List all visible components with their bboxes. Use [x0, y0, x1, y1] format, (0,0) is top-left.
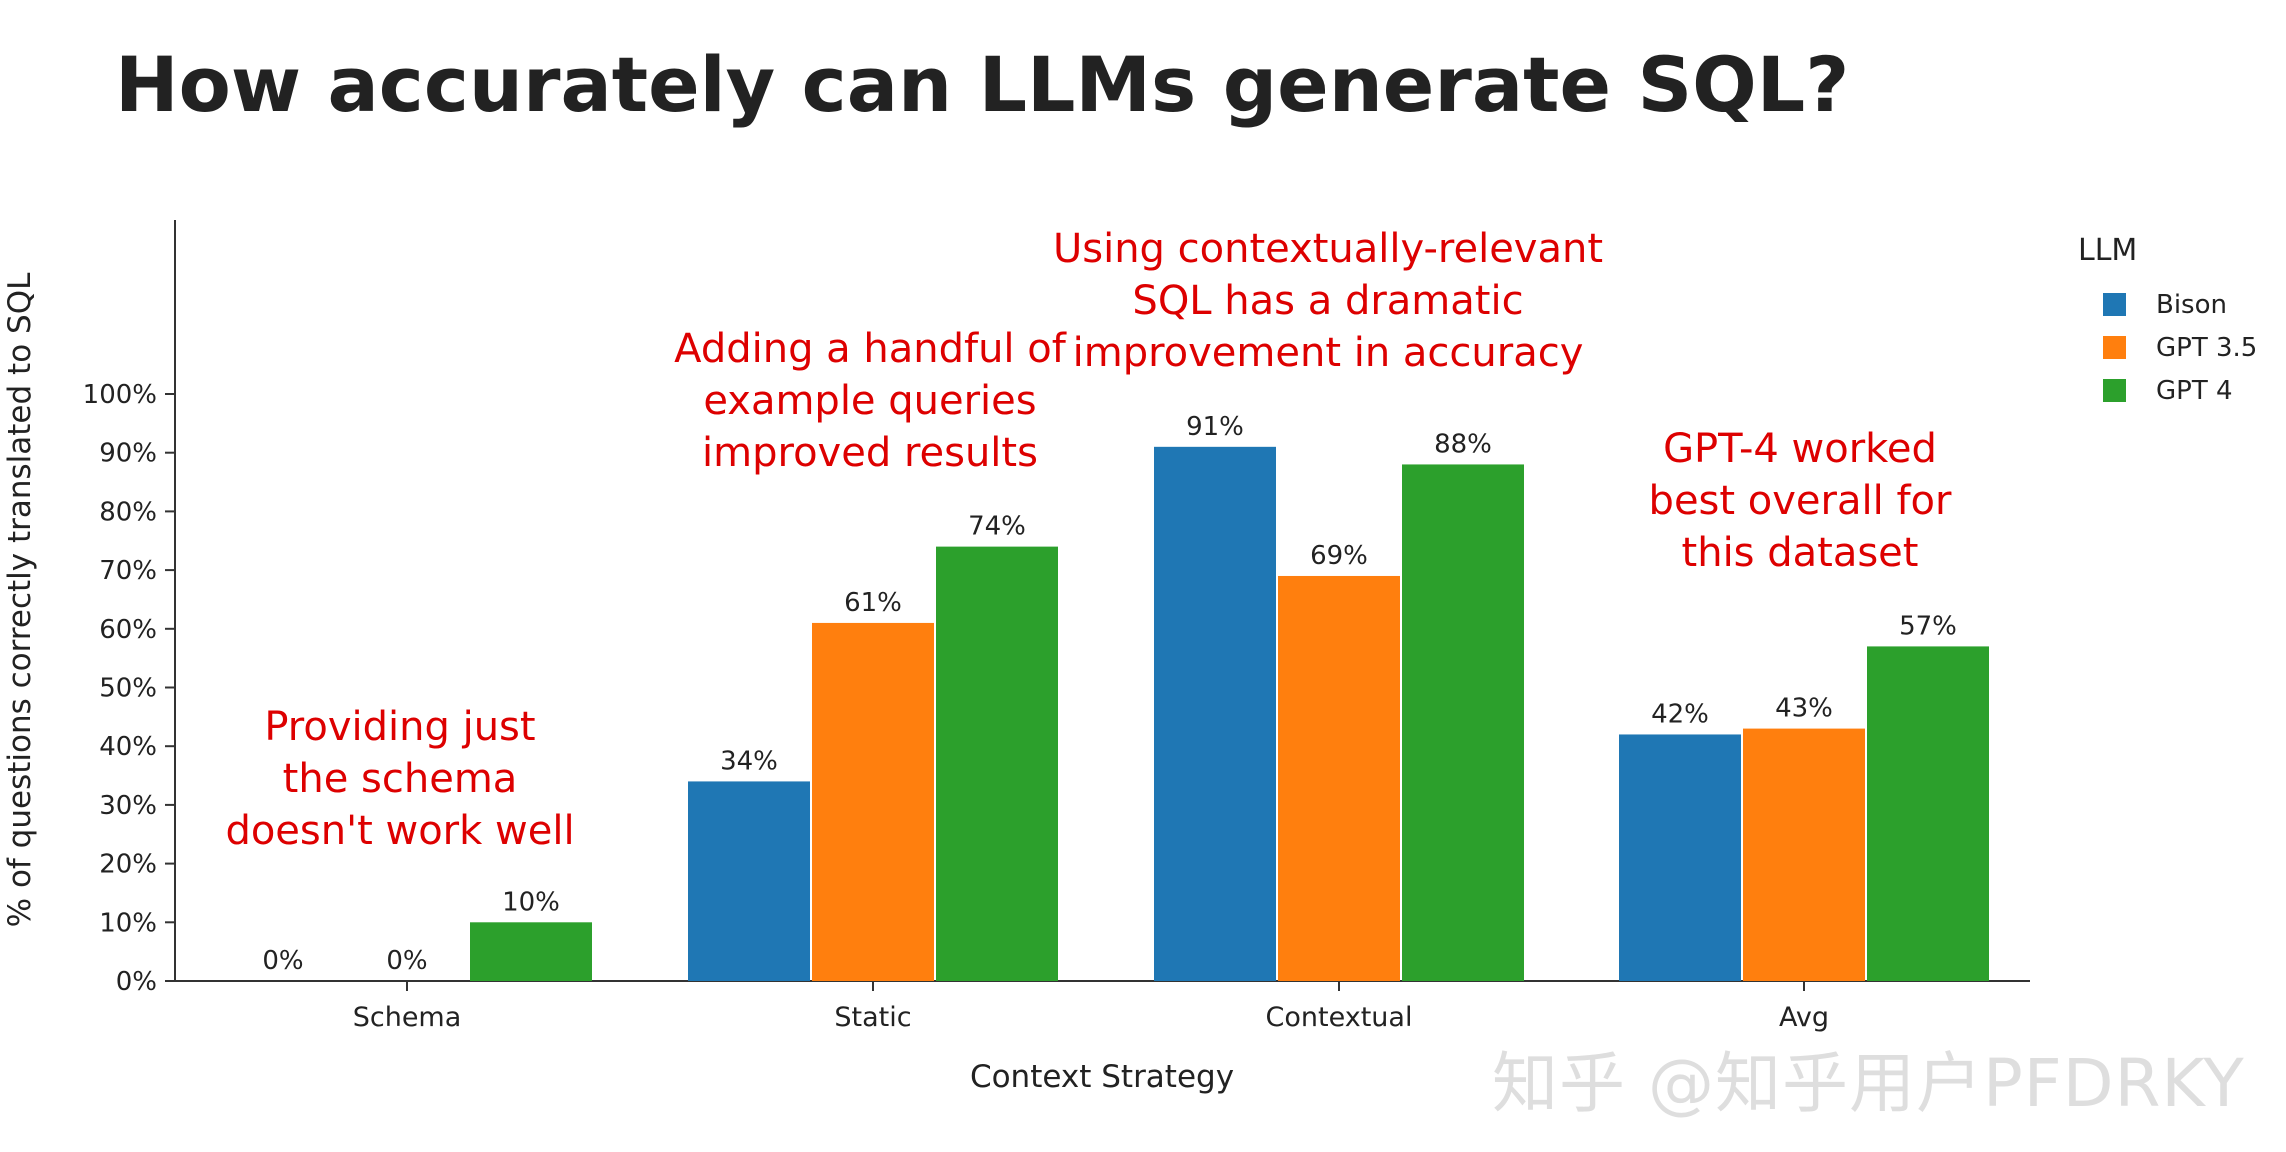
y-tick-label: 60% [99, 615, 157, 645]
legend-label: GPT 4 [2156, 376, 2233, 406]
bar [1619, 734, 1741, 981]
annotation-text: Adding a handful of [674, 326, 1067, 372]
y-tick-label: 80% [99, 497, 157, 527]
x-tick-label: Static [834, 1002, 911, 1033]
annotation-text: best overall for [1649, 478, 1952, 524]
y-tick-label: 10% [99, 908, 157, 938]
annotation-text: SQL has a dramatic [1132, 278, 1523, 324]
bar [1402, 464, 1524, 981]
bar [936, 546, 1058, 981]
y-tick-label: 50% [99, 674, 157, 704]
bar-value-label: 57% [1899, 611, 1957, 641]
y-tick-label: 40% [99, 732, 157, 762]
annotation-text: improved results [702, 430, 1038, 476]
legend-title: LLM [2078, 233, 2137, 268]
annotation-text: the schema [283, 756, 518, 802]
annotation-text: doesn't work well [225, 808, 574, 854]
bar-value-label: 69% [1310, 541, 1368, 571]
bar [688, 781, 810, 981]
annotation-text: this dataset [1682, 530, 1919, 576]
annotation-text: Using contextually-relevant [1053, 226, 1603, 272]
legend-label: GPT 3.5 [2156, 333, 2257, 363]
annotation-text: improvement in accuracy [1073, 330, 1584, 376]
x-tick-label: Contextual [1266, 1002, 1413, 1033]
legend-swatch [2103, 379, 2126, 402]
watermark: 知乎 @知乎用户PFDRKY [1492, 1045, 2245, 1122]
y-tick-label: 20% [99, 850, 157, 880]
bar [1743, 728, 1865, 981]
bar-value-label: 74% [968, 512, 1026, 542]
annotation-text: example queries [703, 378, 1036, 424]
y-tick-label: 0% [116, 967, 157, 997]
bar-value-label: 0% [262, 946, 303, 976]
bar-value-label: 42% [1651, 699, 1709, 729]
bar-value-label: 88% [1434, 429, 1492, 459]
bar-value-label: 91% [1186, 412, 1244, 442]
y-tick-label: 70% [99, 556, 157, 586]
bar [470, 922, 592, 981]
bar-value-label: 43% [1775, 694, 1833, 724]
x-tick-label: Schema [353, 1002, 462, 1033]
bar-value-label: 0% [386, 946, 427, 976]
legend-label: Bison [2156, 290, 2227, 320]
bar-value-label: 34% [720, 746, 778, 776]
annotation-text: Providing just [264, 704, 535, 750]
bar [1867, 646, 1989, 981]
bar-value-label: 10% [502, 887, 560, 917]
bar [1278, 575, 1400, 981]
legend-swatch [2103, 336, 2126, 359]
legend-swatch [2103, 293, 2126, 316]
bar [1154, 446, 1276, 982]
y-tick-label: 30% [99, 791, 157, 821]
x-axis-title: Context Strategy [970, 1059, 1234, 1095]
y-tick-label: 100% [83, 380, 157, 410]
bar-value-label: 61% [844, 588, 902, 618]
bar [812, 622, 934, 981]
y-tick-label: 90% [99, 439, 157, 469]
y-axis-title: % of questions correctly translated to S… [2, 272, 38, 927]
x-tick-label: Avg [1779, 1002, 1829, 1033]
annotation-text: GPT-4 worked [1663, 426, 1937, 472]
chart-title: How accurately can LLMs generate SQL? [115, 40, 1850, 129]
